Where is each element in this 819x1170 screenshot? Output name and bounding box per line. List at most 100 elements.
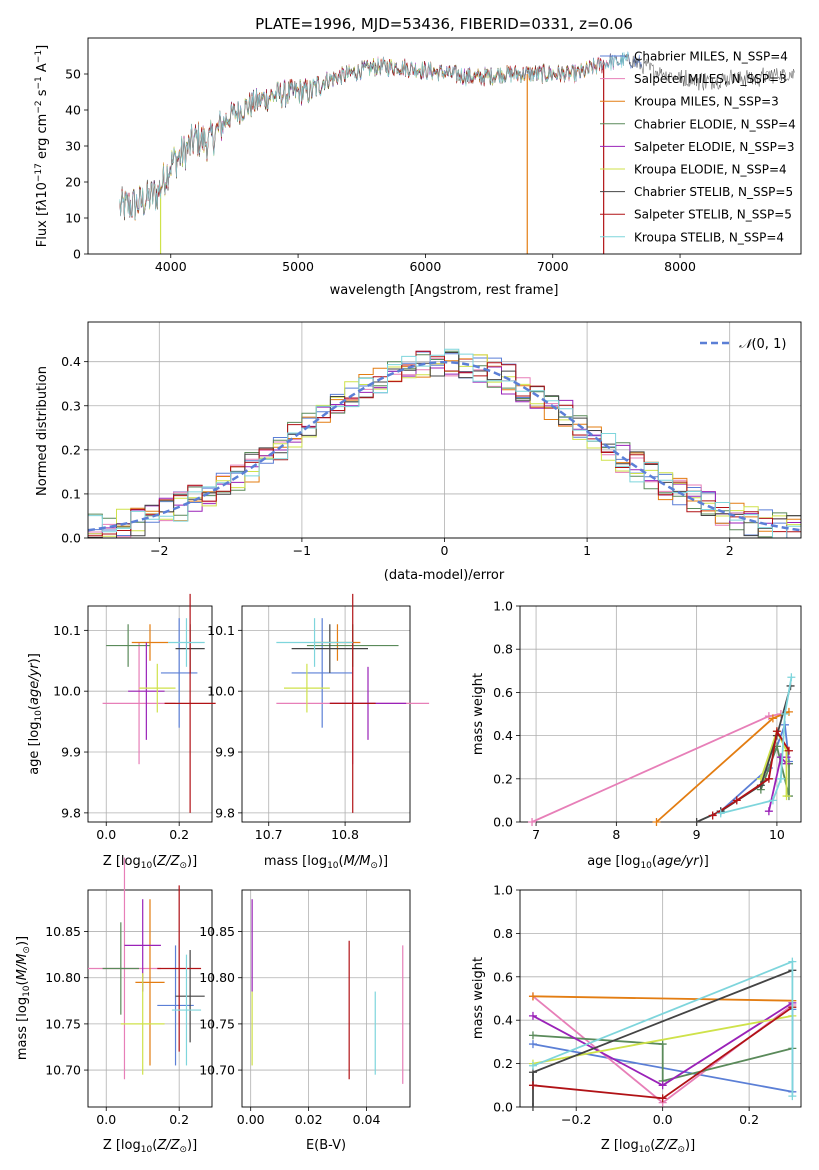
z-mass-panel: 0.0 0.2 10.70 10.75 10.80 10.85 [45, 857, 213, 1127]
axes-frame [519, 605, 802, 823]
legend-label: Salpeter STELIB, N_SSP=5 [634, 208, 792, 222]
ebv-xlabel: E(B-V) [306, 1138, 346, 1153]
x-tick-label: 0.04 [353, 1112, 381, 1127]
x-tick-label: 0.2 [169, 1112, 189, 1127]
x-tick-label: 0.0 [96, 1112, 116, 1127]
x-tick-label: 0.0 [653, 1112, 673, 1127]
axes-frame [241, 889, 411, 1108]
y-tick-label: 0.6 [493, 969, 513, 984]
residual-xlabel: (data-model)/error [384, 568, 505, 583]
z-age-panel: 0.0 0.2 9.8 9.9 10.0 10.1 [53, 593, 216, 842]
y-tick-label: 0.2 [493, 771, 513, 786]
spectrum-title: PLATE=1996, MJD=53436, FIBERID=0331, z=0… [255, 15, 633, 33]
x-tick-label: 6000 [409, 259, 441, 274]
weight-marker [658, 1081, 667, 1090]
y-tick-label: 0.0 [61, 531, 81, 546]
weight-series-line [532, 995, 793, 1002]
y-tick-label: 10.75 [199, 1016, 235, 1031]
z-mass-ylabel: mass [log10(M/M⊙)] [15, 936, 32, 1060]
x-tick-label: −1 [293, 543, 311, 558]
weight-marker [528, 1011, 537, 1020]
residual-legend: 𝒩(0, 1) [700, 337, 786, 352]
x-tick-label: 0.2 [739, 1112, 759, 1127]
z-weight-ylabel: mass weight [471, 957, 486, 1039]
residual-histogram [88, 350, 801, 537]
legend-label: Salpeter MILES, N_SSP=3 [634, 72, 787, 86]
spectrum-axes: 4000 5000 6000 7000 8000 0 10 20 30 40 50 [65, 37, 802, 274]
axes-frame [519, 889, 802, 1108]
x-tick-label: 0 [441, 543, 449, 558]
y-tick-label: 0.2 [493, 1056, 513, 1071]
y-tick-label: 10 [65, 211, 81, 226]
x-tick-label: −0.2 [561, 1112, 591, 1127]
y-tick-label: 0 [73, 247, 81, 262]
spectrum-panel: PLATE=1996, MJD=53436, FIBERID=0331, z=0… [34, 15, 802, 298]
y-tick-label: 40 [65, 103, 81, 118]
weight-marker [708, 811, 717, 820]
y-tick-label: 10.0 [53, 684, 81, 699]
y-tick-label: 0.4 [493, 1013, 513, 1028]
y-tick-label: 10.70 [199, 1063, 235, 1078]
weight-series-line [720, 677, 793, 815]
age-weight-xlabel: age [log10(age/yr)] [587, 854, 709, 871]
age-weight-ylabel: mass weight [471, 673, 486, 755]
x-tick-label: 10.7 [255, 827, 283, 842]
weight-marker [780, 710, 789, 718]
weight-series-line [760, 743, 790, 797]
residual-ylabel: Normed distribution [35, 366, 50, 496]
y-tick-label: 9.9 [215, 745, 235, 760]
z-age-ylabel: age [log10(age/yr)] [27, 653, 44, 775]
weight-marker [528, 1081, 537, 1090]
weight-marker [788, 957, 797, 966]
weight-marker [658, 1094, 667, 1103]
spectrum-model-line [119, 58, 598, 221]
spectrum-ylabel: Flux [fλ10−17 erg cm−2 s−1 A−1] [34, 45, 50, 247]
weight-marker [716, 809, 725, 818]
axes-frame [87, 321, 802, 539]
y-tick-label: 10.80 [199, 970, 235, 985]
weight-marker [732, 796, 741, 805]
weight-marker [764, 807, 773, 816]
residual-panel: −2 −1 0 1 2 0.0 0.1 0.2 0.3 0.4 (data-model)/erro… [35, 321, 802, 583]
axes-frame [87, 889, 213, 1108]
x-tick-label: 10 [769, 827, 785, 842]
weight-marker [772, 727, 781, 736]
y-tick-label: 9.8 [215, 805, 235, 820]
y-tick-label: 10.80 [45, 970, 81, 985]
y-tick-label: 10.70 [45, 1063, 81, 1078]
x-tick-label: 8 [612, 827, 620, 842]
y-tick-label: 10.75 [45, 1016, 81, 1031]
x-tick-label: 0.02 [295, 1112, 323, 1127]
y-tick-label: 0.8 [493, 642, 513, 657]
y-tick-label: 30 [65, 139, 81, 154]
weight-marker [784, 746, 793, 755]
legend-label: Kroupa MILES, N_SSP=3 [634, 95, 779, 109]
x-tick-label: 0.2 [169, 827, 189, 842]
y-tick-label: 0.2 [61, 442, 81, 457]
x-tick-label: 8000 [664, 259, 696, 274]
x-tick-label: 10.8 [331, 827, 359, 842]
z-age-xlabel: Z [log10(Z/Z⊙)] [103, 854, 197, 871]
weight-marker [787, 673, 796, 682]
weight-marker [764, 774, 773, 783]
z-weight-xlabel: Z [log10(Z/Z⊙)] [601, 1138, 695, 1155]
axes-frame [87, 37, 802, 255]
y-tick-label: 0.4 [493, 728, 513, 743]
axes-frame [241, 605, 411, 823]
y-tick-label: 10.85 [199, 924, 235, 939]
y-tick-label: 1.0 [493, 599, 513, 614]
spectrum-legend: Chabrier MILES, N_SSP=4 Salpeter MILES, N… [600, 50, 796, 244]
x-tick-label: 2 [726, 543, 734, 558]
weight-marker [782, 792, 791, 801]
weight-marker [528, 1103, 537, 1111]
spectrum-xlabel: wavelength [Angstrom, rest frame] [330, 283, 559, 298]
y-tick-label: 10.0 [207, 684, 235, 699]
weight-marker [528, 992, 537, 1001]
axes-frame [87, 605, 213, 823]
x-tick-label: 4000 [155, 259, 187, 274]
legend-label: Kroupa ELODIE, N_SSP=4 [634, 163, 787, 177]
weight-series-line [760, 728, 788, 797]
y-tick-label: 9.9 [61, 745, 81, 760]
legend-label: Salpeter ELODIE, N_SSP=3 [634, 140, 795, 154]
